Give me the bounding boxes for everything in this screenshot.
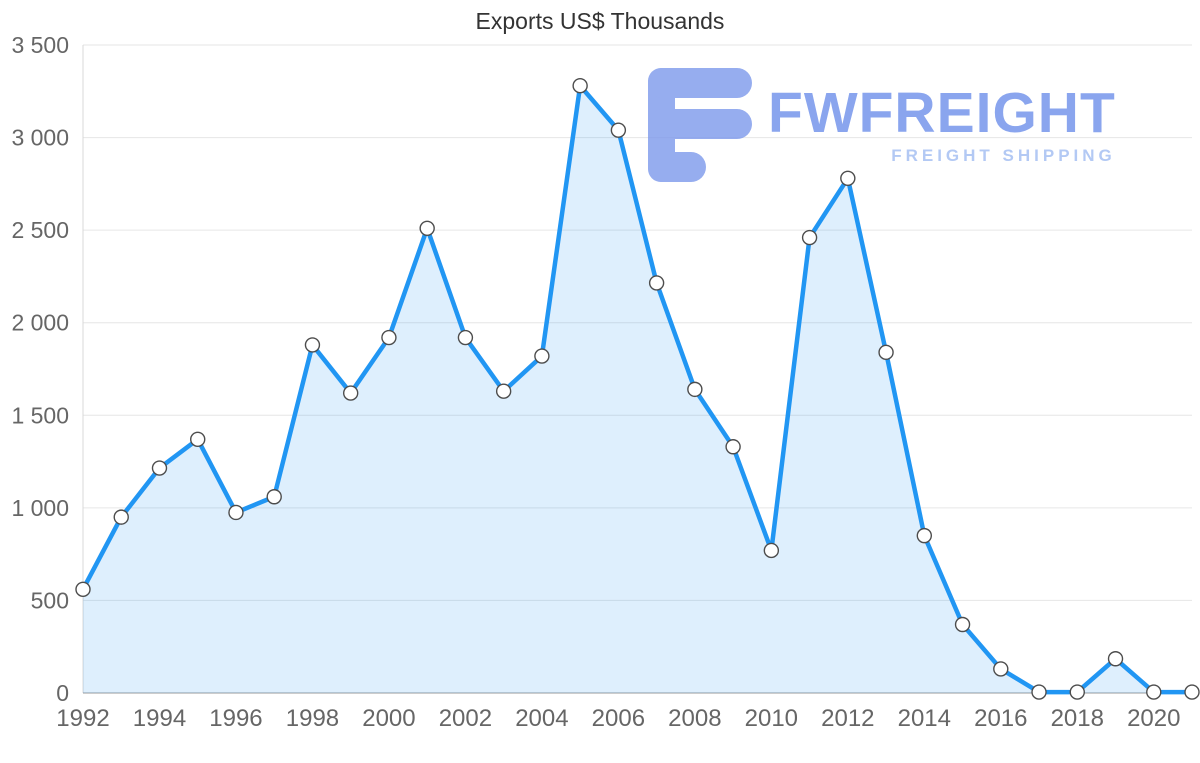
x-axis-tick-label: 2012: [821, 705, 874, 732]
data-point-2019[interactable]: [1107, 651, 1124, 667]
y-axis-tick-label: 1 500: [11, 402, 69, 428]
data-point-2000[interactable]: [381, 329, 397, 346]
x-axis-tick-label: 2004: [515, 705, 568, 732]
data-point-2009[interactable]: [725, 439, 741, 455]
y-axis-tick-label: 0: [56, 680, 69, 706]
y-axis-tick-label: 2 000: [11, 310, 69, 336]
y-axis-tick-label: 3 000: [11, 125, 69, 151]
x-axis-tick-label: 1992: [56, 705, 109, 732]
x-axis-tick-label: 2008: [668, 705, 721, 732]
data-point-1996[interactable]: [228, 504, 244, 521]
data-point-2002[interactable]: [457, 329, 474, 346]
data-point-2017[interactable]: [1031, 684, 1047, 700]
data-point-2018[interactable]: [1069, 684, 1085, 700]
x-axis-tick-label: 2000: [362, 705, 415, 732]
y-axis-tick-label: 500: [31, 587, 69, 613]
x-axis-tick-label: 2006: [592, 705, 645, 732]
data-point-1995[interactable]: [190, 431, 206, 448]
data-point-1992[interactable]: [75, 581, 91, 598]
y-axis-tick-label: 1 000: [11, 495, 69, 521]
x-axis-tick-label: 2014: [898, 705, 951, 732]
x-axis-tick-label: 2018: [1051, 705, 1104, 732]
data-point-2014[interactable]: [916, 527, 933, 544]
data-point-2004[interactable]: [534, 348, 550, 364]
data-point-1994[interactable]: [151, 460, 168, 476]
area-fill: [83, 85, 1192, 693]
data-point-2005[interactable]: [572, 78, 588, 94]
x-axis-tick-label: 1994: [133, 705, 186, 732]
data-point-2011[interactable]: [801, 229, 818, 246]
x-axis-tick-label: 2020: [1127, 705, 1180, 732]
chart-title: Exports US$ Thousands: [475, 8, 725, 34]
data-point-2021[interactable]: [1184, 684, 1200, 700]
data-point-2020[interactable]: [1146, 684, 1162, 700]
y-axis-tick-label: 3 500: [11, 32, 69, 58]
data-point-1993[interactable]: [113, 509, 129, 525]
data-point-2016[interactable]: [993, 661, 1009, 677]
data-point-2012[interactable]: [840, 170, 856, 187]
data-point-2003[interactable]: [495, 383, 512, 399]
y-axis-tick-label: 2 500: [11, 217, 69, 243]
x-axis-tick-label: 2016: [974, 705, 1027, 732]
data-point-2010[interactable]: [763, 542, 780, 559]
x-axis-tick-label: 2010: [745, 705, 798, 732]
data-point-2001[interactable]: [419, 220, 435, 236]
x-axis-tick-label: 2002: [439, 705, 492, 732]
data-point-1999[interactable]: [342, 385, 359, 401]
data-point-1998[interactable]: [304, 337, 321, 353]
x-axis-tick-label: 1996: [209, 705, 262, 732]
data-point-2006[interactable]: [610, 122, 627, 138]
data-point-2008[interactable]: [687, 381, 703, 398]
data-point-2007[interactable]: [648, 275, 665, 291]
x-axis-tick-label: 1998: [286, 705, 339, 732]
data-point-2015[interactable]: [954, 616, 971, 633]
data-point-1997[interactable]: [266, 489, 282, 505]
data-point-2013[interactable]: [878, 344, 894, 361]
